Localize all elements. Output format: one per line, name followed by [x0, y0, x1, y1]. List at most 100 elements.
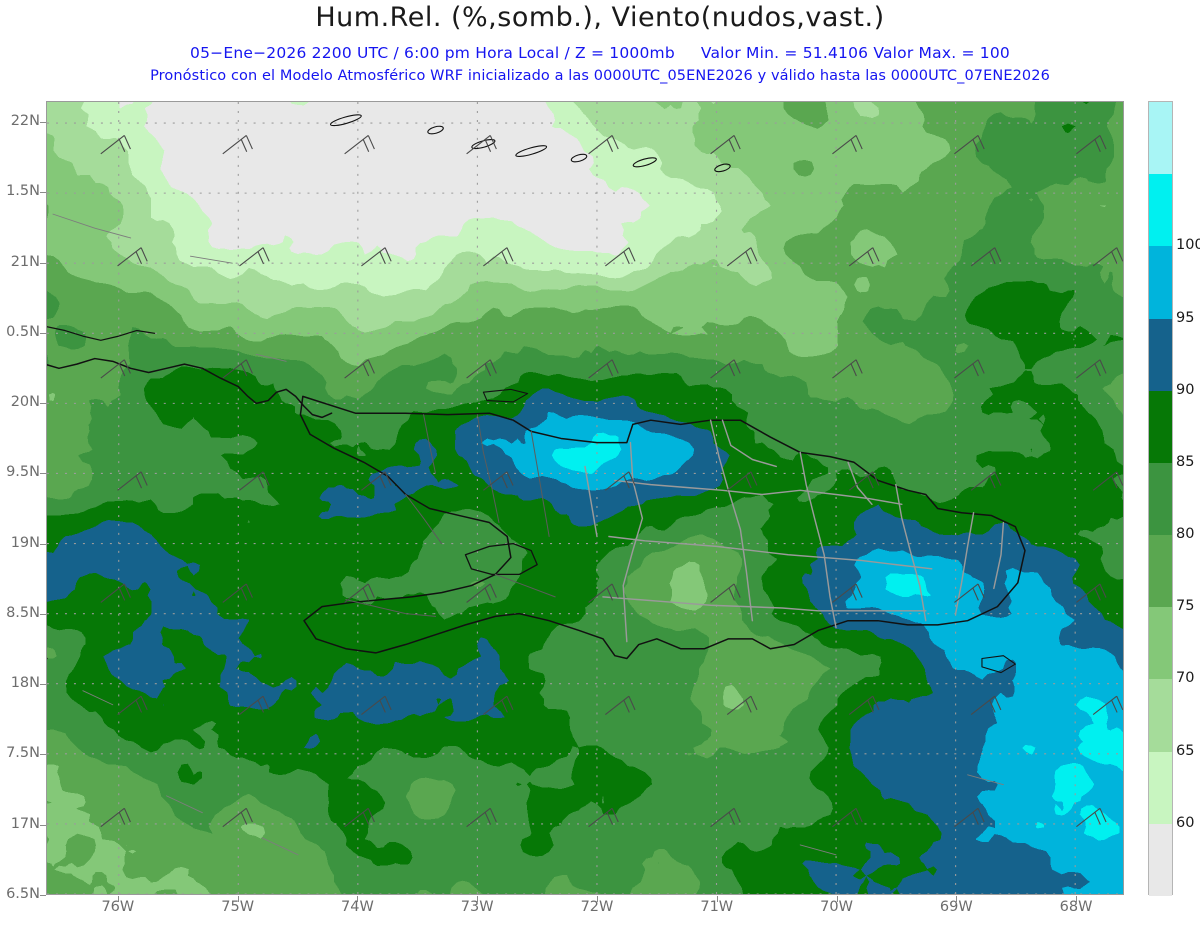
y-axis-label: 19N [10, 534, 40, 551]
coastline-bahamas-cay [515, 145, 548, 157]
x-axis-label: 74W [341, 899, 374, 915]
y-axis-tick [40, 473, 46, 475]
wind-barb [117, 471, 148, 491]
province-border [622, 441, 644, 643]
colorbar-tick-label: 75 [1176, 598, 1195, 615]
y-axis-tick [40, 262, 46, 264]
y-axis-label: 18N [10, 675, 40, 692]
wind-barb [483, 247, 514, 267]
colorbar-tick-label: 80 [1176, 526, 1195, 543]
province-border [799, 451, 837, 629]
y-axis-label: 8.5N [6, 604, 40, 621]
wind-barb [954, 359, 985, 379]
x-axis-label: 73W [460, 899, 494, 915]
wind-barb [1092, 695, 1123, 715]
wind-barb [1076, 359, 1107, 379]
wind-barb [239, 247, 270, 267]
province-border [709, 419, 754, 622]
x-axis-label: 72W [580, 899, 614, 915]
province-border [721, 419, 777, 468]
wind-barb [588, 807, 619, 828]
haiti-department-border [530, 430, 550, 538]
wind-barb [100, 807, 131, 828]
wind-barb [726, 695, 758, 715]
colorbar-tick-label: 60 [1176, 814, 1195, 831]
reference-line [967, 774, 1004, 786]
province-border [602, 596, 927, 612]
wind-barb [344, 134, 375, 155]
wind-barb [483, 695, 514, 715]
wind-barb [726, 471, 758, 491]
y-axis-label: 6.5N [6, 886, 40, 902]
colorbar-band [1149, 607, 1172, 680]
reference-line [52, 213, 132, 239]
wind-barb [710, 359, 741, 379]
humidity-contour-band [47, 388, 1123, 894]
wind-barb [1076, 134, 1107, 155]
wind-barb [970, 471, 1002, 491]
reference-line [255, 353, 287, 362]
colorbar-band [1149, 751, 1172, 824]
y-axis-label: 17N [10, 815, 40, 832]
x-axis-tick [836, 896, 838, 902]
y-axis-label: 7.5N [6, 745, 40, 762]
wind-barb [1092, 247, 1123, 267]
wind-barb [710, 583, 741, 603]
x-axis-tick [477, 896, 479, 902]
wind-barb [117, 247, 148, 267]
y-axis-tick [40, 895, 46, 896]
wind-barb [361, 695, 392, 715]
coastline-bahamas-cay [632, 157, 657, 168]
x-axis-label: 71W [700, 899, 734, 915]
wind-barb [710, 134, 741, 155]
wind-barb [605, 247, 636, 267]
colorbar-band [1149, 102, 1172, 175]
x-axis-tick [956, 896, 958, 902]
province-border [895, 483, 927, 622]
wind-barb [848, 471, 880, 491]
wind-barb [239, 471, 270, 491]
colorbar-band [1149, 246, 1172, 319]
wind-barb [848, 247, 880, 267]
reference-line [189, 255, 233, 264]
wind-barb [344, 583, 375, 603]
wind-barb [483, 471, 514, 491]
y-axis-tick [40, 613, 46, 615]
wind-barb [588, 583, 619, 603]
y-axis-tick [40, 543, 46, 545]
y-axis-label: 20N [10, 394, 40, 411]
x-axis-label: 70W [820, 899, 853, 915]
x-axis-tick [357, 896, 359, 902]
colorbar-band [1149, 679, 1172, 752]
colorbar-tick-label: 95 [1176, 309, 1195, 326]
subtitle-datetime: 05−Ene−2026 2200 UTC / 6:00 pm Hora Loca… [190, 44, 675, 62]
coastline-cuba-north [47, 326, 156, 341]
wind-barb [832, 359, 863, 379]
x-axis-label: 68W [1059, 899, 1093, 915]
coastline-bahamas-cay [570, 153, 588, 163]
colorbar-band [1149, 823, 1172, 896]
colorbar-tick-label: 65 [1176, 742, 1195, 759]
map-overlay-layer [47, 102, 1123, 894]
x-axis-tick [117, 896, 119, 902]
haiti-department-borders [345, 414, 556, 617]
y-axis-label: 9.5N [6, 464, 40, 481]
wind-barb [100, 583, 131, 603]
subtitle-line-2: Pronóstico con el Modelo Atmosférico WRF… [150, 68, 1050, 84]
x-axis-tick [596, 896, 598, 902]
haiti-department-border [494, 573, 556, 598]
wind-barb [588, 134, 619, 155]
colorbar-band [1149, 462, 1172, 536]
wind-barb [588, 359, 619, 379]
wind-barb [605, 695, 636, 715]
coastline-tortuga [482, 388, 529, 403]
wind-barb [222, 134, 253, 155]
colorbar-band [1149, 535, 1172, 608]
wind-barb [361, 471, 392, 491]
subtitle-minmax: Valor Min. = 51.4106 Valor Max. = 100 [700, 44, 1010, 62]
colorbar-band [1149, 390, 1172, 463]
x-axis-label: 76W [101, 899, 135, 915]
wind-barb [726, 247, 758, 267]
province-border [954, 512, 975, 615]
